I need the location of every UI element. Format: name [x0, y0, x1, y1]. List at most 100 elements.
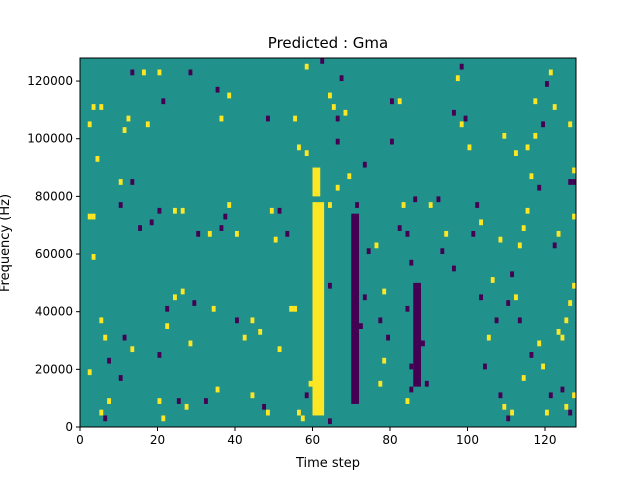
heatmap-cell: [471, 230, 476, 237]
heatmap-cell: [300, 415, 305, 422]
y-axis-label: Frequency (Hz): [0, 194, 13, 292]
heatmap-cell: [568, 409, 573, 416]
heatmap-cell: [304, 392, 309, 399]
heatmap-cell: [196, 230, 201, 237]
heatmap-band: [312, 202, 325, 416]
heatmap-background: [80, 58, 576, 427]
heatmap-cell: [269, 207, 274, 214]
heatmap-cell: [382, 288, 387, 295]
heatmap-cell: [103, 415, 108, 422]
heatmap-cell: [157, 398, 162, 404]
heatmap-cell: [87, 121, 92, 128]
x-axis-label: Time step: [295, 456, 360, 471]
heatmap-cell: [362, 161, 367, 168]
heatmap-cell: [409, 259, 414, 266]
heatmap-cell: [421, 340, 425, 347]
heatmap-cell: [525, 144, 530, 151]
heatmap-band: [351, 213, 359, 404]
heatmap-cell: [204, 398, 208, 404]
y-axis: 0 20000 40000 60000 80000 100000 120000: [27, 74, 80, 434]
heatmap-cell: [510, 271, 514, 278]
heatmap-cell: [502, 403, 507, 410]
heatmap-cell: [552, 104, 557, 110]
heatmap-cell: [568, 179, 573, 185]
heatmap-cell: [390, 138, 394, 145]
heatmap-cell: [556, 328, 561, 335]
heatmap-cell: [328, 418, 332, 425]
heatmap-cell: [502, 132, 507, 139]
heatmap-band: [312, 167, 321, 197]
heatmap-cell: [219, 225, 224, 231]
heatmap-cell: [118, 202, 123, 208]
y-tick-label: 100000: [27, 132, 73, 146]
heatmap-cell: [223, 213, 228, 220]
y-tick-label: 40000: [35, 305, 73, 319]
heatmap-cell: [564, 403, 569, 410]
heatmap-cell: [130, 179, 135, 185]
heatmap-cell: [444, 230, 449, 237]
heatmap-cell: [262, 403, 266, 410]
x-tick-label: 40: [227, 433, 242, 447]
heatmap-cell: [521, 225, 526, 231]
heatmap-cell: [219, 115, 224, 122]
heatmap-cell: [285, 230, 290, 237]
heatmap-cell: [297, 409, 301, 416]
heatmap-cell: [490, 277, 495, 283]
plot-area: [79, 57, 577, 428]
heatmap-cell: [211, 305, 216, 312]
heatmap-cell: [572, 179, 576, 185]
heatmap-cell: [514, 294, 518, 301]
heatmap-cell: [99, 104, 104, 110]
heatmap-cell: [91, 213, 96, 220]
heatmap-cell: [409, 386, 414, 393]
heatmap-cell: [157, 207, 162, 214]
x-axis: 0 20 40 60 80 100 120: [76, 427, 556, 447]
heatmap-cell: [242, 334, 247, 341]
heatmap-cell: [475, 202, 480, 208]
heatmap-cell: [479, 219, 483, 226]
heatmap-cell: [161, 415, 166, 422]
heatmap-cell: [494, 317, 499, 324]
heatmap-cell: [343, 109, 348, 116]
heatmap-band: [413, 282, 421, 387]
heatmap-cell: [95, 156, 100, 162]
heatmap-cell: [378, 317, 383, 324]
heatmap-cell: [99, 409, 104, 416]
heatmap-cell: [235, 317, 239, 324]
heatmap-cell: [335, 115, 340, 122]
heatmap-cell: [227, 92, 232, 99]
x-tick-label: 80: [382, 433, 397, 447]
x-tick-label: 60: [305, 433, 320, 447]
heatmap-cell: [548, 392, 553, 399]
heatmap-cell: [328, 282, 332, 289]
heatmap-cell: [452, 265, 456, 272]
heatmap-cell: [215, 386, 220, 393]
heatmap-cell: [138, 225, 142, 231]
heatmap-cell: [293, 115, 297, 122]
heatmap-cell: [215, 86, 220, 93]
heatmap-cell: [510, 409, 514, 416]
y-tick-label: 60000: [35, 247, 73, 261]
heatmap-cell: [506, 300, 511, 306]
heatmap-cell: [556, 230, 561, 237]
y-tick-label: 20000: [35, 362, 73, 376]
heatmap-cell: [355, 202, 359, 208]
x-tick-label: 0: [76, 433, 84, 447]
heatmap-cell: [517, 242, 522, 249]
heatmap-cell: [405, 305, 410, 312]
heatmap-cell: [386, 334, 390, 341]
heatmap-cell: [548, 69, 553, 76]
heatmap-cell: [424, 380, 429, 387]
heatmap-cell: [525, 207, 530, 214]
heatmap-cell: [184, 403, 189, 410]
heatmap-cell: [541, 363, 545, 370]
heatmap-cell: [277, 207, 282, 214]
heatmap-cell: [405, 230, 410, 237]
heatmap-cell: [564, 317, 569, 324]
heatmap-cell: [250, 317, 255, 324]
heatmap-cell: [328, 202, 332, 208]
heatmap-cell: [347, 173, 352, 180]
heatmap-cell: [537, 184, 542, 191]
heatmap-cell: [537, 340, 542, 347]
